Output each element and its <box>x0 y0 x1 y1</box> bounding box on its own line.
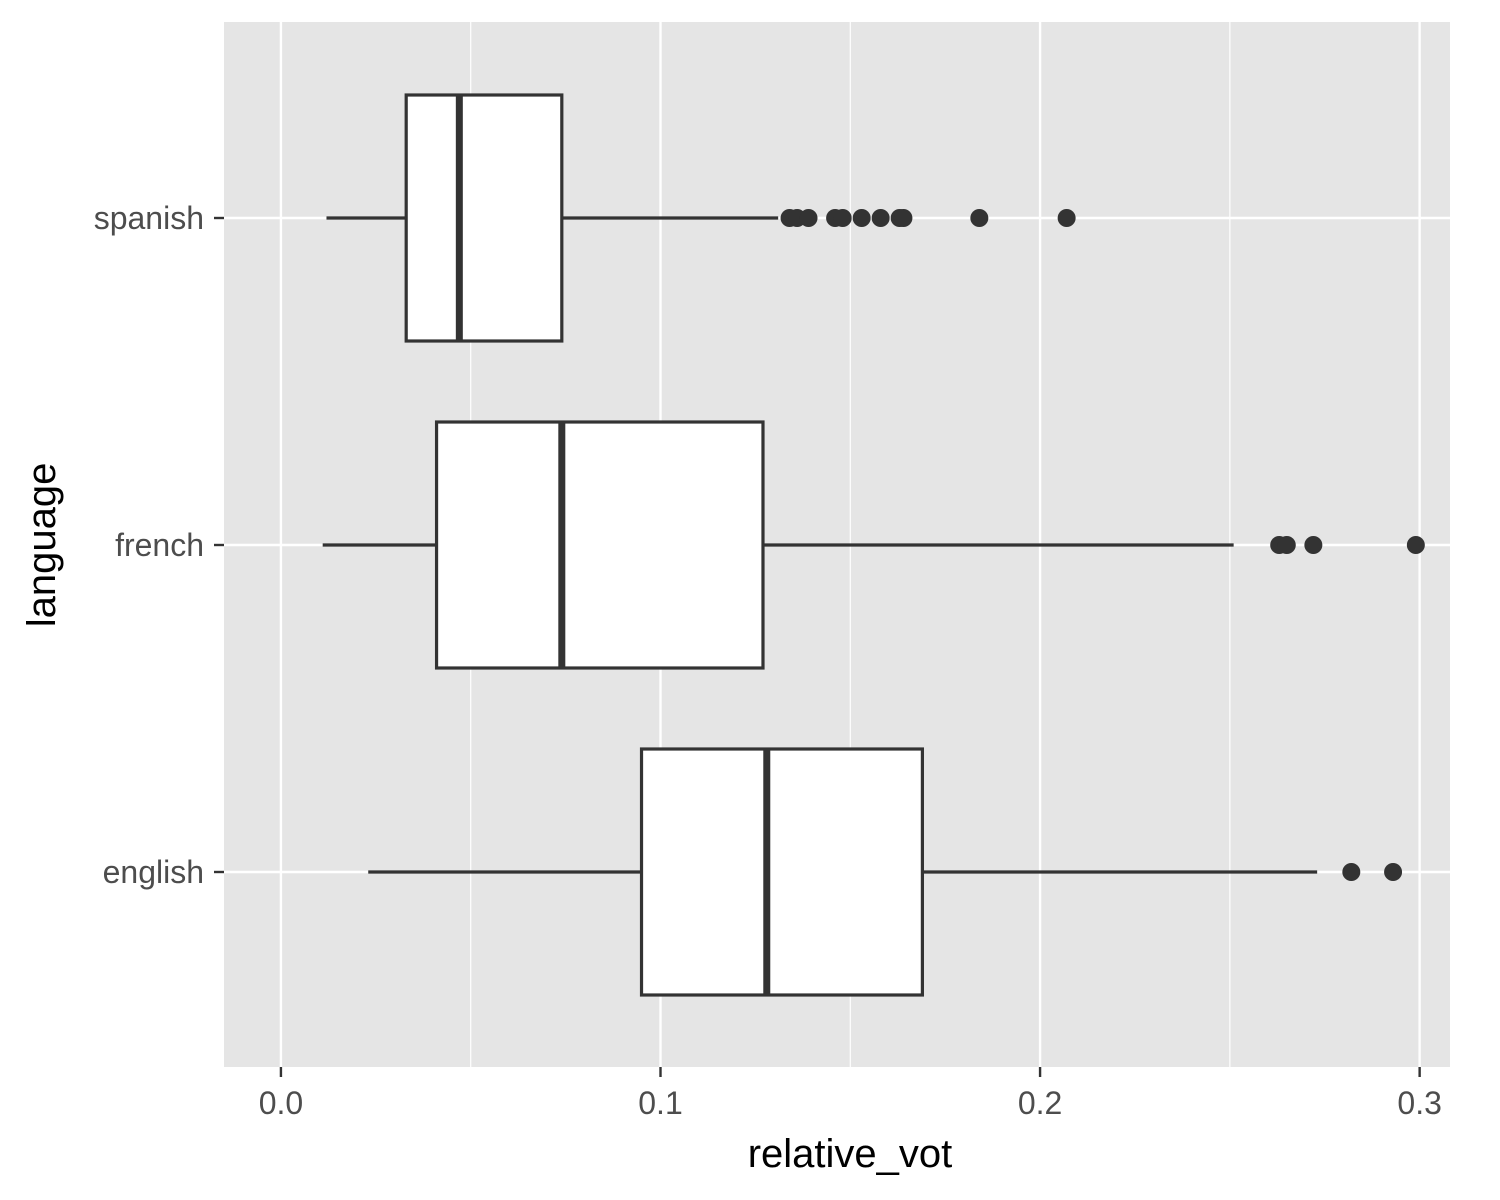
outlier-point <box>833 209 852 227</box>
outlier-point <box>1304 536 1323 554</box>
x-tick-label: 0.3 <box>1397 1085 1441 1121</box>
box-series <box>322 93 1425 997</box>
outlier-point <box>799 209 818 227</box>
y-axis-title: language <box>20 463 64 628</box>
box-spanish <box>326 93 1076 343</box>
box-french <box>322 420 1425 670</box>
x-axis-title: relative_vot <box>748 1132 953 1176</box>
outlier-point <box>1057 209 1076 227</box>
x-axis: 0.0 0.1 0.2 0.3 <box>259 1067 1442 1121</box>
outlier-point <box>1277 536 1296 554</box>
iqr-box <box>434 420 765 670</box>
y-tick-label: spanish <box>94 200 204 236</box>
outlier-point <box>1406 536 1425 554</box>
outlier-point <box>894 209 913 227</box>
iqr-box <box>404 93 564 343</box>
outlier-point <box>852 209 871 227</box>
iqr-box <box>639 747 925 997</box>
y-tick-label: english <box>103 854 204 890</box>
outlier-point <box>871 209 890 227</box>
outlier-point <box>1384 863 1403 881</box>
x-tick-label: 0.0 <box>259 1085 303 1121</box>
x-tick-label: 0.2 <box>1018 1085 1062 1121</box>
y-tick-label: french <box>115 527 204 563</box>
box-english <box>368 747 1403 997</box>
outlier-point <box>1342 863 1361 881</box>
y-axis: spanish french english <box>94 200 224 890</box>
x-tick-label: 0.1 <box>638 1085 682 1121</box>
outlier-point <box>970 209 989 227</box>
